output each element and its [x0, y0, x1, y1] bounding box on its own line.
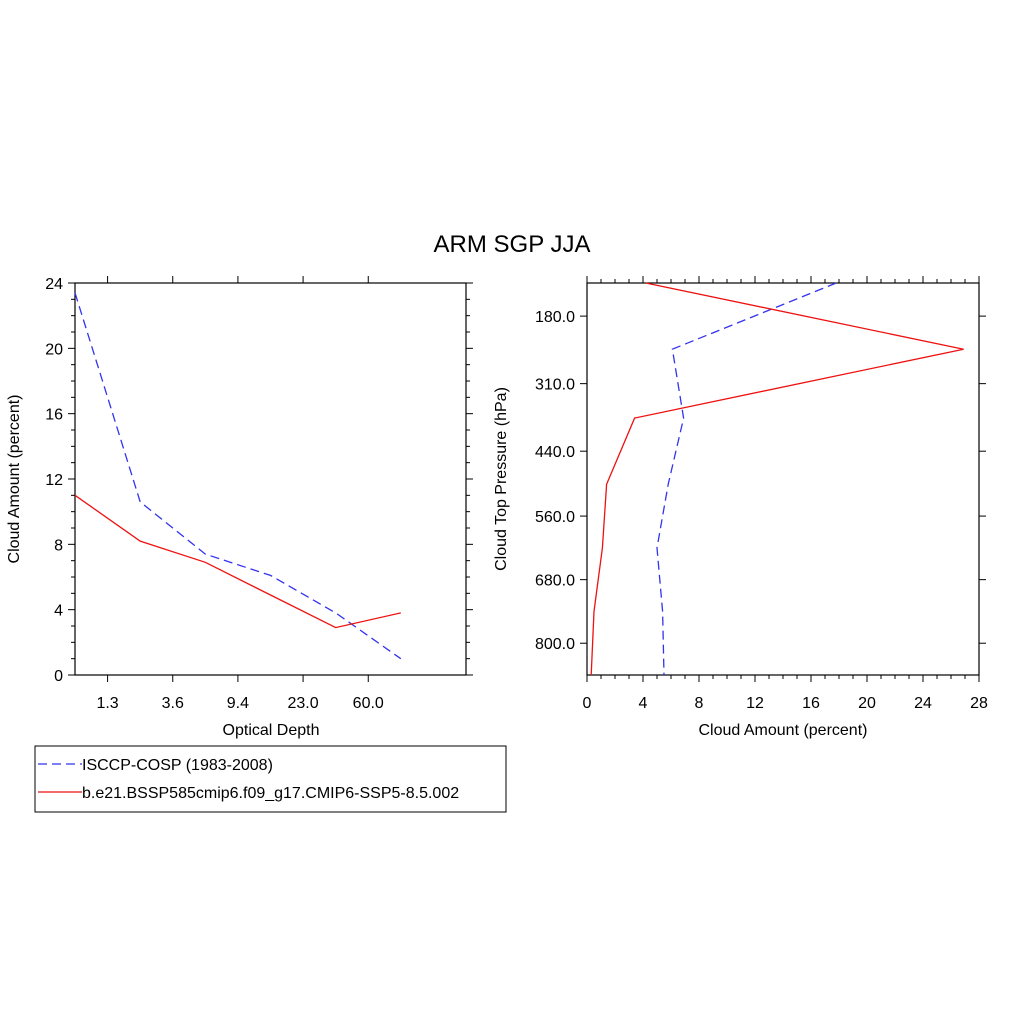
right-series-model — [590, 282, 964, 676]
right-x-tick-label: 28 — [970, 695, 988, 712]
left-y-tick-label: 20 — [45, 341, 63, 358]
right-x-tick-label: 12 — [746, 695, 764, 712]
legend-label-obs: ISCCP-COSP (1983-2008) — [82, 757, 273, 774]
left-x-tick-label: 3.6 — [162, 695, 184, 712]
left-y-tick-label: 0 — [54, 668, 63, 685]
right-y-axis-label: Cloud Top Pressure (hPa) — [493, 387, 510, 571]
left-x-axis-label: Optical Depth — [223, 722, 320, 739]
right-x-tick-label: 0 — [583, 695, 592, 712]
left-y-tick-label: 4 — [54, 603, 63, 620]
cloud-top-pressure-panel: 0 4 8 12 16 20 24 28 180.0 310.0 440.0 560.0 680.0 80… — [493, 276, 988, 739]
left-x-tick-label: 60.0 — [353, 695, 384, 712]
right-series-obs — [656, 282, 837, 676]
right-x-tick-label: 16 — [802, 695, 820, 712]
right-x-tick-label: 24 — [914, 695, 932, 712]
right-y-tick-label: 310.0 — [535, 377, 575, 394]
legend-box — [34, 745, 507, 813]
right-x-tick-label: 20 — [858, 695, 876, 712]
right-y-tick-label: 440.0 — [535, 444, 575, 461]
left-series-lines — [74, 292, 402, 660]
left-y-tick-label: 16 — [45, 407, 63, 424]
left-x-tick-label: 23.0 — [288, 695, 319, 712]
left-series-obs — [74, 292, 402, 660]
legend-label-model: b.e21.BSSP585cmip6.f09_g17.CMIP6-SSP5-8.… — [82, 785, 459, 802]
left-ticks: 0 4 8 12 16 20 24 1.3 3.6 9.4 23.0 60.0 — [45, 276, 473, 712]
right-ticks: 0 4 8 12 16 20 24 28 180.0 310.0 440.0 560.0 680.0 80… — [535, 276, 988, 712]
legend: ISCCP-COSP (1983-2008) b.e21.BSSP585cmip… — [34, 745, 507, 813]
right-y-tick-label: 180.0 — [535, 309, 575, 326]
left-y-tick-label: 8 — [54, 537, 63, 554]
right-y-tick-label: 800.0 — [535, 636, 575, 653]
right-x-tick-label: 4 — [639, 695, 648, 712]
right-series-lines — [590, 282, 964, 676]
left-y-axis-label: Cloud Amount (percent) — [6, 395, 23, 564]
optical-depth-panel: 0 4 8 12 16 20 24 1.3 3.6 9.4 23.0 60.0 Optical Dep… — [6, 276, 473, 739]
right-y-tick-label: 680.0 — [535, 573, 575, 590]
right-y-tick-label: 560.0 — [535, 509, 575, 526]
chart-title: ARM SGP JJA — [434, 231, 591, 258]
left-y-tick-label: 12 — [45, 472, 63, 489]
right-x-tick-label: 8 — [695, 695, 704, 712]
left-y-tick-label: 24 — [45, 276, 63, 293]
left-series-model — [74, 494, 401, 629]
right-x-axis-label: Cloud Amount (percent) — [699, 722, 868, 739]
left-x-tick-label: 9.4 — [227, 695, 249, 712]
left-x-tick-label: 1.3 — [96, 695, 118, 712]
